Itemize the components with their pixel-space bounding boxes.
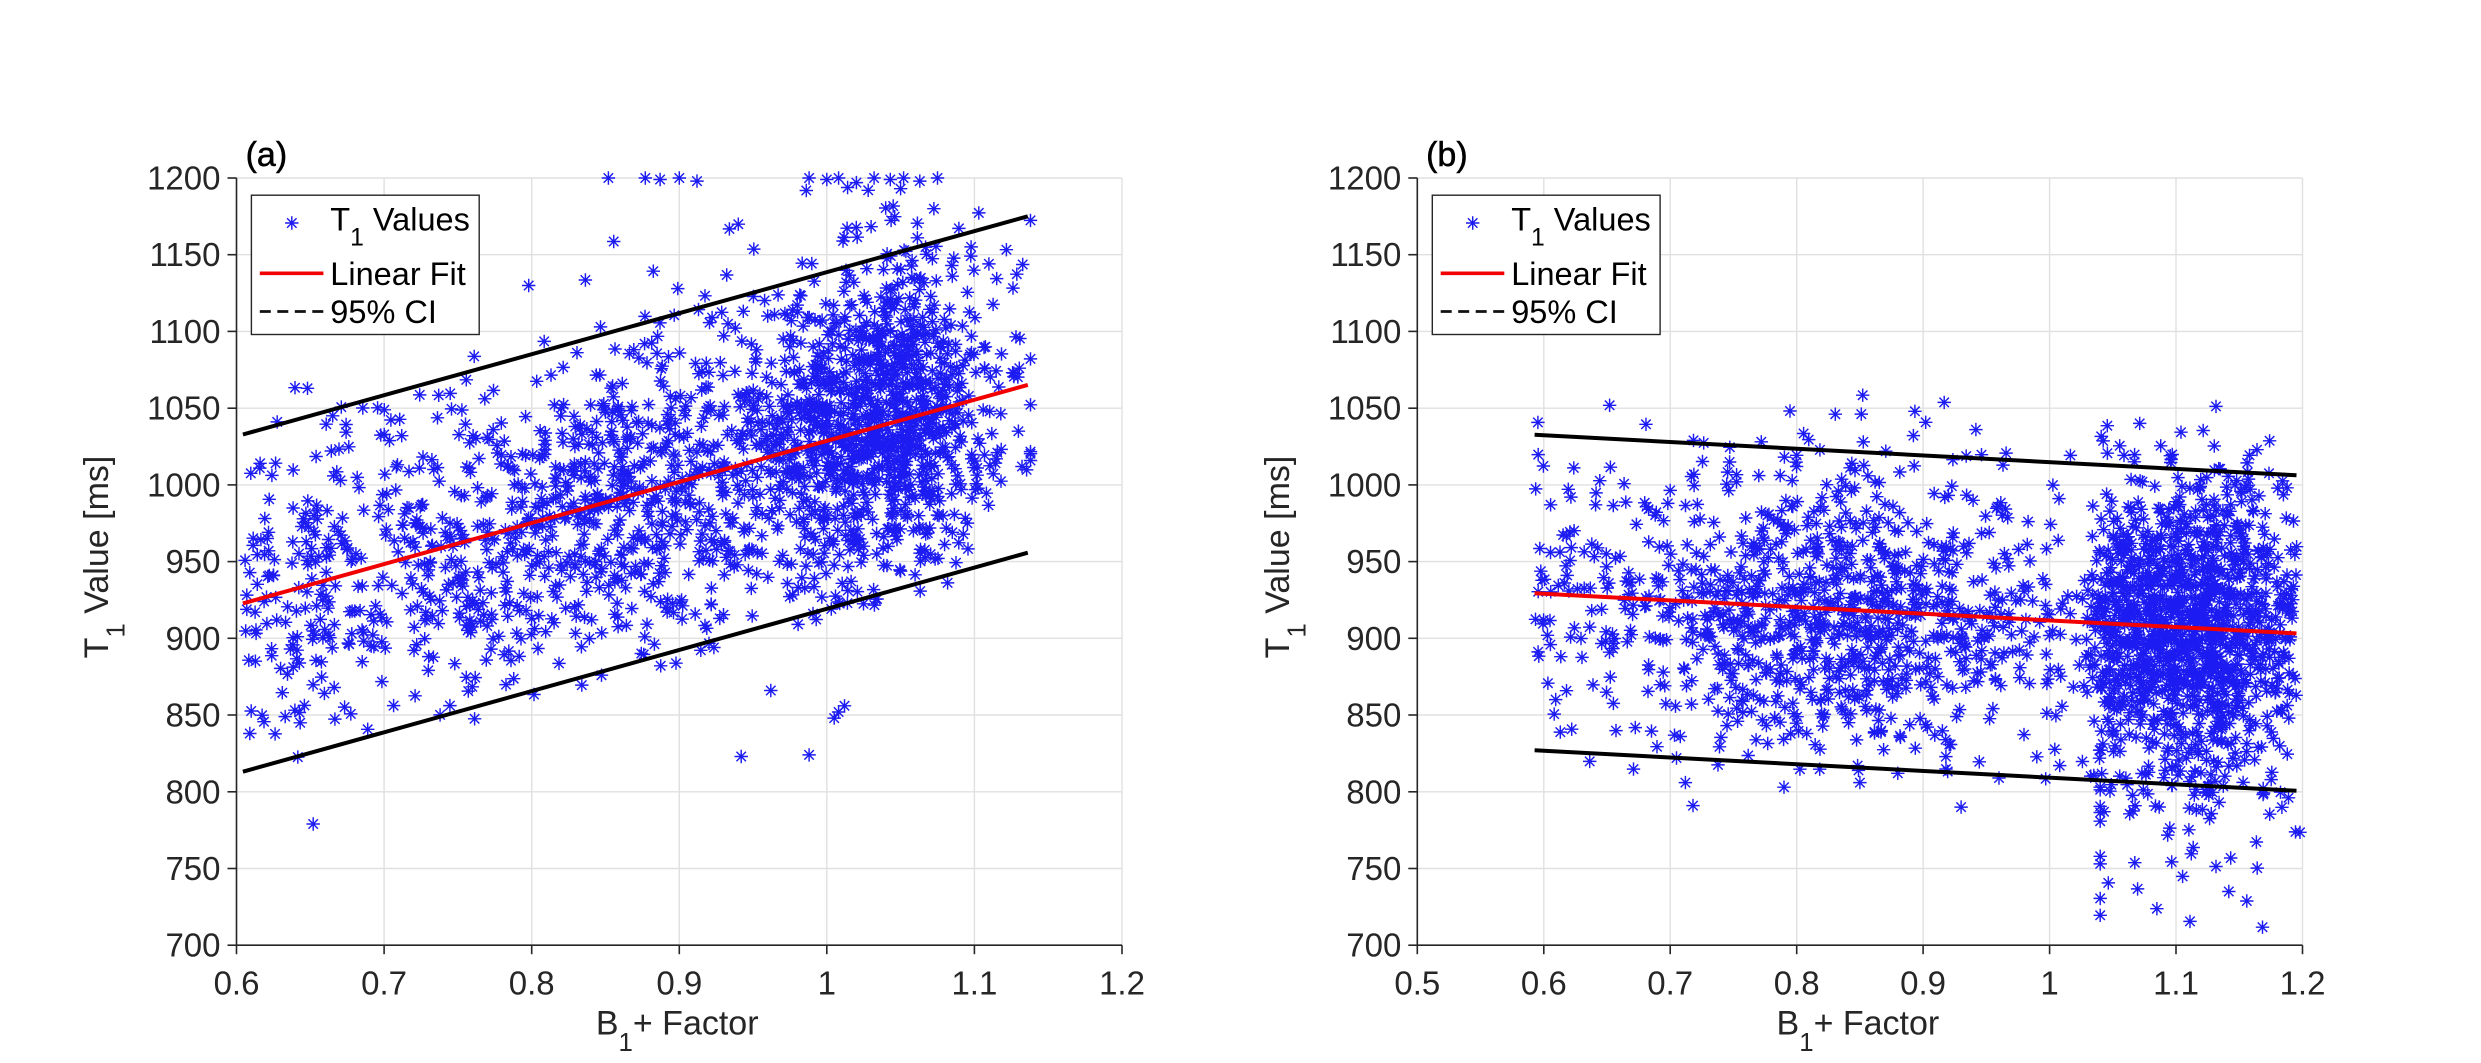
svg-text:1200: 1200 <box>147 160 220 197</box>
svg-text:1000: 1000 <box>147 466 220 503</box>
svg-text:700: 700 <box>165 927 220 964</box>
svg-text:0.8: 0.8 <box>1774 965 1820 1002</box>
svg-text:850: 850 <box>1346 697 1401 734</box>
svg-text:0.9: 0.9 <box>656 965 702 1002</box>
svg-text:1050: 1050 <box>147 390 220 427</box>
svg-text:95% CI: 95% CI <box>1511 294 1618 330</box>
svg-text:(b): (b) <box>1426 136 1468 174</box>
svg-text:0.7: 0.7 <box>1647 965 1693 1002</box>
svg-text:750: 750 <box>165 850 220 887</box>
svg-text:1: 1 <box>2040 965 2058 1002</box>
svg-text:0.5: 0.5 <box>1394 965 1440 1002</box>
svg-text:1: 1 <box>818 965 836 1002</box>
svg-text:950: 950 <box>165 543 220 580</box>
svg-text:850: 850 <box>165 697 220 734</box>
svg-text:1050: 1050 <box>1328 390 1401 427</box>
svg-text:750: 750 <box>1346 850 1401 887</box>
svg-text:T1 Values: T1 Values <box>1511 202 1651 252</box>
svg-text:700: 700 <box>1346 927 1401 964</box>
svg-text:0.8: 0.8 <box>509 965 555 1002</box>
svg-text:1200: 1200 <box>1328 160 1401 197</box>
svg-text:900: 900 <box>165 620 220 657</box>
svg-text:1100: 1100 <box>150 313 221 350</box>
svg-text:0.6: 0.6 <box>1521 965 1567 1002</box>
svg-text:0.9: 0.9 <box>1900 965 1946 1002</box>
svg-text:900: 900 <box>1346 620 1401 657</box>
svg-text:0.7: 0.7 <box>361 965 407 1002</box>
svg-text:1000: 1000 <box>1328 466 1401 503</box>
svg-text:1150: 1150 <box>150 236 221 273</box>
svg-text:1150: 1150 <box>1330 236 1401 273</box>
svg-text:Linear Fit: Linear Fit <box>1511 256 1646 292</box>
svg-text:950: 950 <box>1346 543 1401 580</box>
svg-text:1100: 1100 <box>1330 313 1401 350</box>
svg-text:1.1: 1.1 <box>951 965 997 1002</box>
svg-text:Linear Fit: Linear Fit <box>330 256 465 292</box>
svg-text:1.2: 1.2 <box>1099 965 1145 1002</box>
svg-text:800: 800 <box>165 773 220 810</box>
svg-text:(a): (a) <box>246 136 288 174</box>
svg-text:95% CI: 95% CI <box>330 294 437 330</box>
svg-text:1.2: 1.2 <box>2280 965 2326 1002</box>
svg-text:0.6: 0.6 <box>214 965 260 1002</box>
svg-text:1.1: 1.1 <box>2153 965 2199 1002</box>
svg-text:800: 800 <box>1346 773 1401 810</box>
